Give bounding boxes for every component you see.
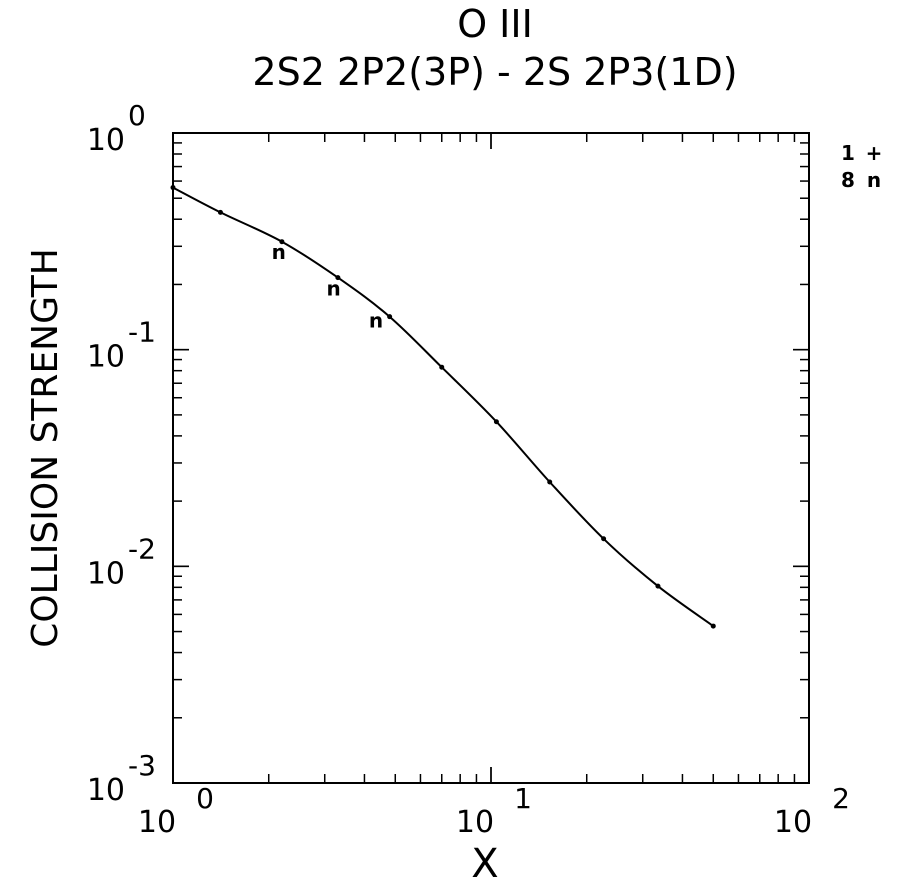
y-axis-label: COLLISION STRENGTH bbox=[25, 248, 66, 648]
data-point-n: n bbox=[369, 308, 383, 332]
legend-symbol: n bbox=[867, 168, 881, 192]
data-point bbox=[547, 479, 553, 485]
y-tick-label: 10 bbox=[87, 773, 125, 808]
data-point bbox=[279, 239, 285, 245]
series-group: n n n bbox=[170, 185, 716, 629]
data-point bbox=[170, 185, 176, 191]
x-tick-exponent: 0 bbox=[196, 782, 214, 815]
y-tick-label: 10 bbox=[87, 123, 125, 158]
data-point bbox=[217, 209, 223, 215]
legend-symbol: + bbox=[866, 141, 883, 165]
data-point-n: n bbox=[272, 240, 286, 264]
plot-frame bbox=[172, 132, 810, 784]
legend-number: 8 bbox=[841, 168, 855, 192]
y-tick-exponent: -3 bbox=[128, 749, 156, 782]
data-point bbox=[439, 364, 445, 370]
legend-number: 1 bbox=[841, 141, 855, 165]
legend: 1 +8 n bbox=[841, 141, 882, 192]
x-tick-exponent: 1 bbox=[514, 782, 532, 815]
x-axis-label: X bbox=[471, 841, 498, 885]
data-point bbox=[601, 536, 607, 542]
x-tick-label: 10 bbox=[456, 805, 494, 840]
y-tick-label: 10 bbox=[87, 556, 125, 591]
data-point bbox=[387, 314, 393, 320]
y-tick-exponent: -1 bbox=[128, 316, 156, 349]
y-tick-exponent: 0 bbox=[128, 99, 146, 132]
data-point bbox=[655, 583, 661, 589]
y-tick-label: 10 bbox=[87, 340, 125, 375]
axis-ticks bbox=[172, 132, 810, 784]
x-tick-label: 10 bbox=[774, 805, 812, 840]
data-point bbox=[493, 419, 499, 425]
x-tick-label: 10 bbox=[138, 805, 176, 840]
series-line bbox=[172, 186, 714, 627]
data-point bbox=[710, 623, 716, 629]
data-point-n: n bbox=[327, 276, 341, 300]
chart-subtitle: 2S2 2P2(3P) - 2S 2P3(1D) bbox=[252, 50, 737, 94]
x-tick-exponent: 2 bbox=[832, 782, 850, 815]
y-tick-exponent: -2 bbox=[128, 532, 156, 565]
chart-title: O III bbox=[457, 2, 533, 46]
data-point bbox=[335, 275, 341, 281]
